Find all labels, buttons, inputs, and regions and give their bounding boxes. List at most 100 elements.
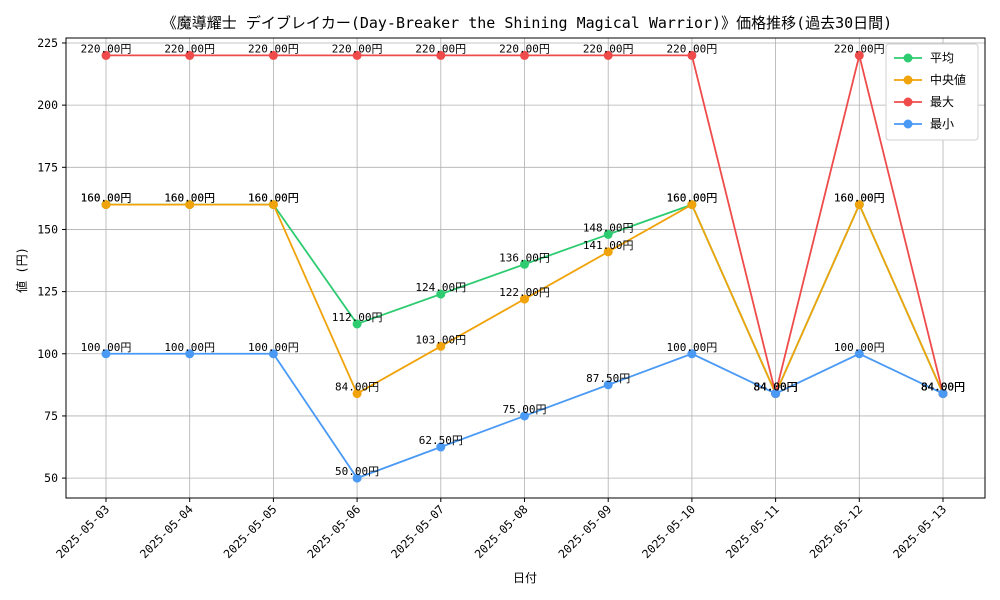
data-label: 84.00円 bbox=[754, 381, 798, 394]
data-label: 220.00円 bbox=[248, 42, 299, 55]
data-label: 160.00円 bbox=[667, 192, 718, 205]
data-label: 220.00円 bbox=[164, 42, 215, 55]
legend-box bbox=[885, 43, 979, 141]
data-point bbox=[520, 50, 529, 60]
data-label: 84.00円 bbox=[754, 381, 798, 394]
data-point bbox=[436, 50, 446, 60]
data-label: 122.00円 bbox=[499, 286, 550, 299]
data-point bbox=[771, 389, 781, 399]
data-label: 160.00円 bbox=[248, 192, 299, 205]
data-point bbox=[185, 349, 195, 359]
data-label: 148.00円 bbox=[583, 221, 634, 234]
y-tick-label: 50 bbox=[44, 471, 58, 485]
data-label: 160.00円 bbox=[667, 192, 718, 205]
data-label: 220.00円 bbox=[415, 42, 466, 55]
y-tick-label: 125 bbox=[37, 285, 58, 299]
data-point bbox=[352, 50, 362, 60]
data-label: 160.00円 bbox=[834, 192, 885, 205]
data-point bbox=[520, 294, 529, 304]
data-label: 160.00円 bbox=[81, 192, 132, 205]
data-label: 160.00円 bbox=[164, 192, 215, 205]
data-label: 84.00円 bbox=[921, 381, 965, 394]
data-point bbox=[603, 50, 613, 60]
data-point bbox=[854, 349, 864, 359]
data-point bbox=[436, 341, 446, 351]
data-label: 84.00円 bbox=[921, 381, 965, 394]
series-layer bbox=[101, 50, 948, 483]
data-label: 84.00円 bbox=[921, 381, 965, 394]
data-label: 112.00円 bbox=[332, 311, 383, 324]
x-tick-label: 2025-05-05 bbox=[221, 502, 280, 561]
legend-label: 最小 bbox=[930, 117, 954, 131]
data-label: 124.00円 bbox=[415, 281, 466, 294]
x-tick-label: 2025-05-12 bbox=[807, 502, 866, 561]
data-point bbox=[854, 50, 864, 60]
x-tick-label: 2025-05-08 bbox=[472, 502, 531, 561]
data-label: 103.00円 bbox=[415, 333, 466, 346]
data-point bbox=[101, 200, 111, 210]
y-tick-label: 225 bbox=[37, 36, 58, 50]
chart-title: 《魔導耀士 デイブレイカー(Day-Breaker the Shining Ma… bbox=[162, 14, 892, 32]
legend-label: 最大 bbox=[930, 95, 954, 109]
data-label: 84.00円 bbox=[921, 381, 965, 394]
data-label: 160.00円 bbox=[164, 192, 215, 205]
x-tick-label: 2025-05-03 bbox=[53, 502, 112, 561]
data-label: 220.00円 bbox=[667, 42, 718, 55]
data-point bbox=[185, 50, 195, 60]
x-tick-label: 2025-05-07 bbox=[388, 502, 447, 561]
data-label: 100.00円 bbox=[667, 341, 718, 354]
legend-marker bbox=[903, 75, 913, 85]
x-tick-label: 2025-05-04 bbox=[137, 502, 196, 561]
y-axis-label: 値 (円) bbox=[14, 247, 29, 293]
data-point bbox=[603, 229, 613, 239]
y-tick-label: 150 bbox=[37, 222, 58, 236]
data-point bbox=[101, 349, 111, 359]
y-tick-label: 200 bbox=[37, 98, 58, 112]
data-label: 220.00円 bbox=[583, 42, 634, 55]
data-label: 160.00円 bbox=[834, 192, 885, 205]
x-tick-label: 2025-05-06 bbox=[304, 502, 363, 561]
x-tick-label: 2025-05-09 bbox=[555, 502, 614, 561]
data-point bbox=[268, 50, 278, 60]
data-label: 75.00円 bbox=[502, 403, 546, 416]
data-point bbox=[352, 473, 362, 483]
data-point bbox=[603, 247, 613, 257]
legend-marker bbox=[903, 119, 913, 129]
data-label: 62.50円 bbox=[419, 434, 463, 447]
legend-label: 中央値 bbox=[930, 72, 966, 87]
data-point bbox=[268, 349, 278, 359]
legend-label: 平均 bbox=[930, 51, 954, 65]
data-point bbox=[603, 380, 613, 390]
data-point bbox=[268, 200, 278, 210]
data-point bbox=[520, 259, 529, 269]
data-point bbox=[854, 200, 864, 210]
data-label: 141.00円 bbox=[583, 239, 634, 252]
data-label: 100.00円 bbox=[81, 341, 132, 354]
data-point bbox=[520, 411, 529, 421]
y-tick-label: 175 bbox=[37, 160, 58, 174]
data-label: 84.00円 bbox=[754, 381, 798, 394]
data-point bbox=[687, 349, 697, 359]
data-point bbox=[352, 319, 362, 329]
data-label: 84.00円 bbox=[335, 381, 379, 394]
x-axis-label: 日付 bbox=[513, 571, 537, 585]
data-label: 220.00円 bbox=[81, 42, 132, 55]
x-tick-label: 2025-05-11 bbox=[723, 502, 782, 561]
data-label: 220.00円 bbox=[332, 42, 383, 55]
y-tick-label: 100 bbox=[37, 347, 58, 361]
data-label: 100.00円 bbox=[164, 341, 215, 354]
data-point bbox=[687, 200, 697, 210]
data-labels: 160.00円 160.00円 160.00円 112.00円 124.00円 136.0… bbox=[81, 42, 965, 478]
data-point bbox=[436, 289, 446, 299]
legend-marker bbox=[903, 53, 913, 63]
data-label: 220.00円 bbox=[834, 42, 885, 55]
data-label: 136.00円 bbox=[499, 251, 550, 264]
data-point bbox=[185, 200, 195, 210]
data-point bbox=[436, 442, 446, 452]
data-point bbox=[687, 50, 697, 60]
data-label: 100.00円 bbox=[248, 341, 299, 354]
data-point bbox=[352, 389, 362, 399]
data-label: 50.00円 bbox=[335, 465, 379, 478]
